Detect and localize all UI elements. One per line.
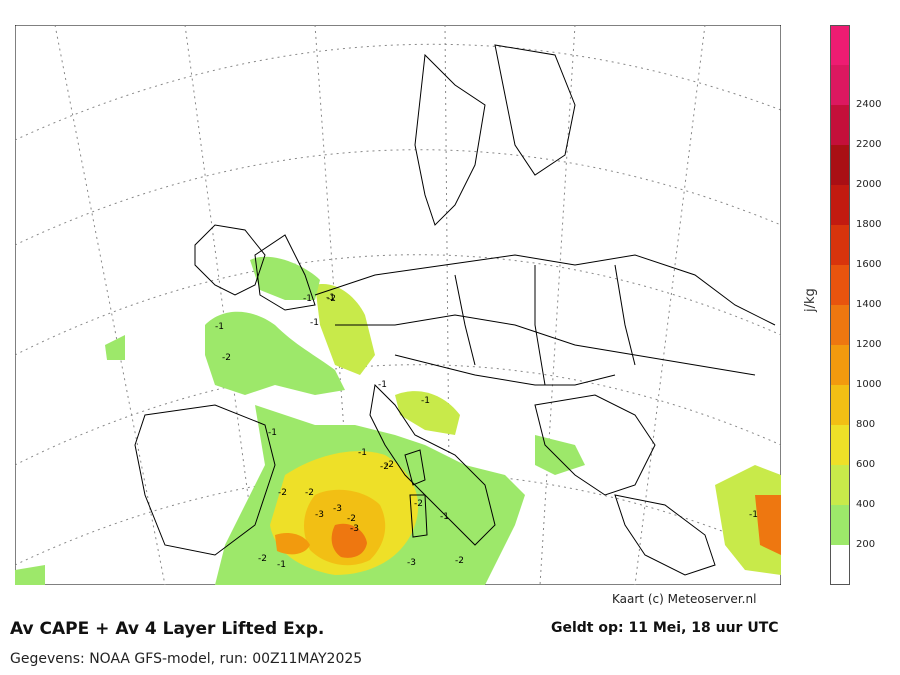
map-credit: Kaart (c) Meteoserver.nl [612,592,757,606]
colorbar-tick-label: 1200 [856,339,882,350]
li-label: -2 [347,514,356,524]
li-label: -1 [303,294,312,304]
colorbar-segment [830,345,850,385]
li-label: -2 [385,460,394,470]
colorbar-segment [830,545,850,585]
li-label: -2 [380,462,389,472]
li-label: -2 [455,556,464,566]
colorbar-tick-label: 600 [856,459,876,470]
lifted-index-labels: -1 -1 -2 -1 -1 -2 -2 -1 -1 -1 -1 -2 -3 -… [215,293,758,570]
li-label: -2 [414,499,423,509]
li-label: -1 [215,322,224,332]
coastlines [134,44,776,576]
colorbar-segment [830,385,850,425]
li-label: -1 [421,396,430,406]
li-label: -1 [277,560,286,570]
colorbar-segment [830,65,850,105]
colorbar-units: j/kg [803,288,818,312]
li-label: -2 [258,554,267,564]
li-label: -1 [440,512,449,522]
li-label: -2 [305,488,314,498]
colorbar-tick-label: 1400 [856,299,882,310]
cape-map: -1 -1 -2 -1 -1 -2 -2 -1 -1 -1 -1 -2 -3 -… [15,25,781,585]
map-title: Av CAPE + Av 4 Layer Lifted Exp. [10,619,325,639]
li-label: -1 [378,380,387,390]
colorbar [830,25,850,585]
colorbar-tick-label: 200 [856,539,876,550]
colorbar-segment [830,145,850,185]
colorbar-segment [830,265,850,305]
valid-time: Geldt op: 11 Mei, 18 uur UTC [551,620,779,636]
colorbar-segment [830,305,850,345]
li-label: -2 [327,294,336,304]
colorbar-tick-label: 1800 [856,219,882,230]
li-label: -1 [268,428,277,438]
colorbar-tick-label: 2200 [856,139,882,150]
li-label: -3 [350,524,359,534]
colorbar-tick-label: 1600 [856,259,882,270]
cape-shading [15,256,781,585]
colorbar-tick-label: 2000 [856,179,882,190]
colorbar-segment [830,225,850,265]
colorbar-segment [830,185,850,225]
colorbar-segment [830,25,850,65]
data-source: Gegevens: NOAA GFS-model, run: 00Z11MAY2… [10,651,363,667]
colorbar-segment [830,505,850,545]
li-label: -2 [278,488,287,498]
li-label: -1 [310,318,319,328]
graticule [15,25,781,585]
colorbar-tick-label: 2400 [856,99,882,110]
li-label: -3 [407,558,416,568]
colorbar-segment [830,105,850,145]
li-label: -2 [222,353,231,363]
colorbar-tick-label: 1000 [856,379,882,390]
li-label: -3 [315,510,324,520]
colorbar-tick-label: 800 [856,419,876,430]
li-label: -1 [749,510,758,520]
li-label: -1 [358,448,367,458]
li-label: -1 [326,293,335,303]
colorbar-segment [830,465,850,505]
colorbar-tick-label: 400 [856,499,876,510]
colorbar-segment [830,425,850,465]
li-label: -3 [333,504,342,514]
